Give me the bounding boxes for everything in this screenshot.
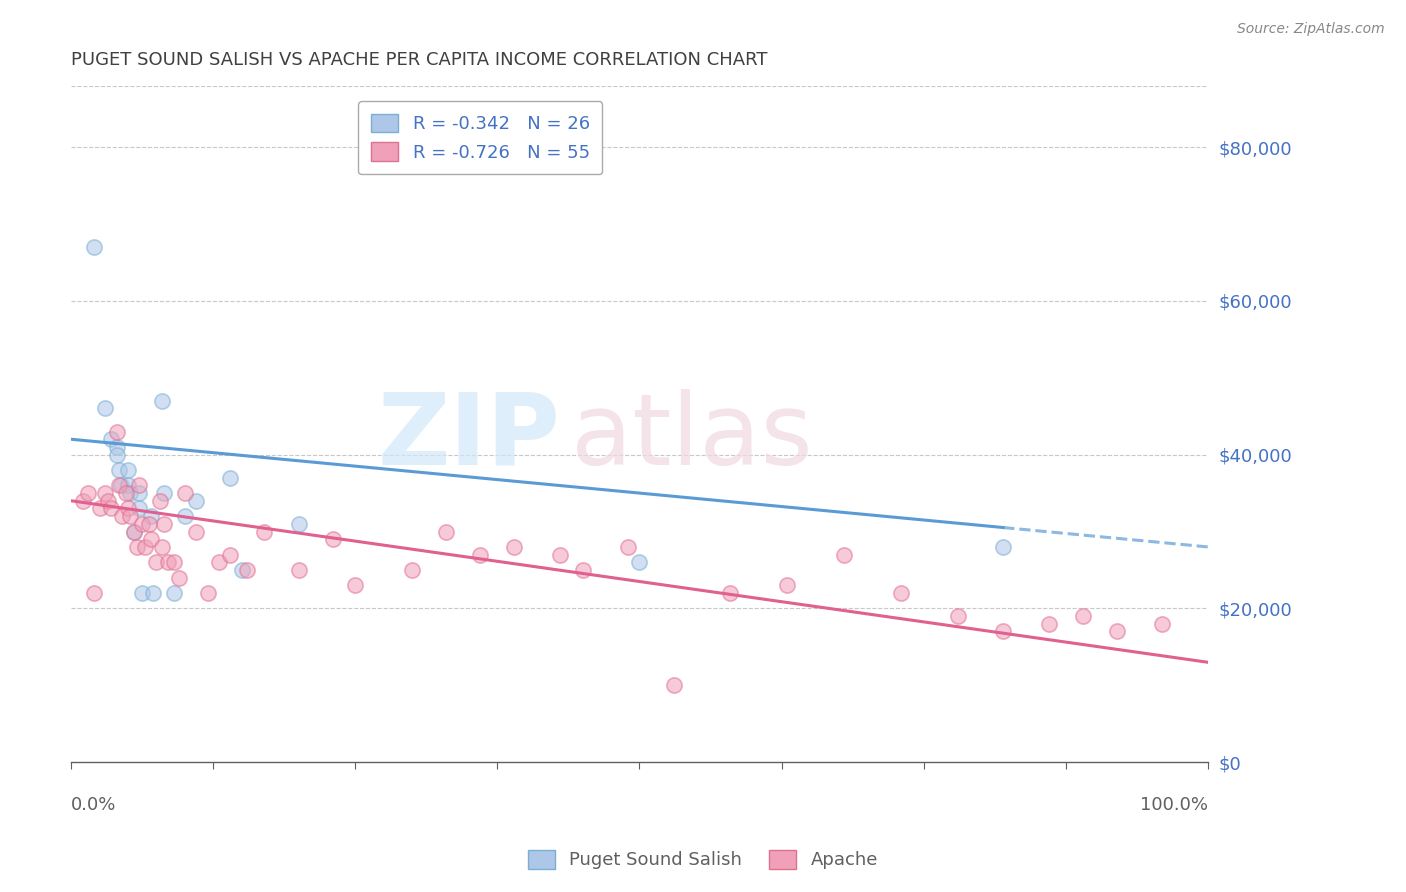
Point bbox=[128, 486, 150, 500]
Point bbox=[173, 486, 195, 500]
Point bbox=[628, 555, 651, 569]
Point bbox=[83, 240, 105, 254]
Point bbox=[162, 586, 184, 600]
Point bbox=[117, 463, 139, 477]
Point bbox=[991, 624, 1014, 639]
Point bbox=[1071, 609, 1094, 624]
Point bbox=[718, 586, 741, 600]
Point bbox=[145, 555, 167, 569]
Point bbox=[219, 471, 242, 485]
Text: ZIP: ZIP bbox=[377, 389, 560, 486]
Point bbox=[167, 571, 190, 585]
Text: 0.0%: 0.0% bbox=[72, 796, 117, 814]
Point bbox=[186, 524, 208, 539]
Text: Source: ZipAtlas.com: Source: ZipAtlas.com bbox=[1237, 22, 1385, 37]
Point bbox=[89, 501, 111, 516]
Point bbox=[97, 493, 120, 508]
Point bbox=[208, 555, 231, 569]
Point bbox=[186, 493, 208, 508]
Point bbox=[946, 609, 969, 624]
Point bbox=[219, 548, 242, 562]
Point bbox=[139, 532, 162, 546]
Point bbox=[94, 401, 117, 416]
Point bbox=[149, 493, 172, 508]
Point bbox=[77, 486, 100, 500]
Point bbox=[401, 563, 423, 577]
Point bbox=[231, 563, 253, 577]
Point bbox=[111, 509, 134, 524]
Point bbox=[120, 509, 142, 524]
Point bbox=[832, 548, 855, 562]
Point bbox=[142, 586, 165, 600]
Point bbox=[156, 555, 179, 569]
Point bbox=[287, 563, 309, 577]
Point bbox=[122, 524, 145, 539]
Point bbox=[1105, 624, 1128, 639]
Point bbox=[173, 509, 195, 524]
Legend: R = -0.342   N = 26, R = -0.726   N = 55: R = -0.342 N = 26, R = -0.726 N = 55 bbox=[359, 102, 602, 174]
Point bbox=[110, 478, 132, 492]
Point bbox=[108, 463, 131, 477]
Point bbox=[128, 501, 150, 516]
Point bbox=[470, 548, 492, 562]
Text: 100.0%: 100.0% bbox=[1140, 796, 1208, 814]
Point bbox=[139, 509, 162, 524]
Point bbox=[127, 540, 149, 554]
Point bbox=[1038, 616, 1060, 631]
Point bbox=[122, 524, 145, 539]
Text: atlas: atlas bbox=[571, 389, 813, 486]
Point bbox=[100, 432, 122, 446]
Point bbox=[108, 478, 131, 492]
Point bbox=[150, 540, 173, 554]
Point bbox=[128, 478, 150, 492]
Point bbox=[617, 540, 640, 554]
Point bbox=[890, 586, 912, 600]
Point bbox=[197, 586, 219, 600]
Point bbox=[131, 586, 153, 600]
Legend: Puget Sound Salish, Apache: Puget Sound Salish, Apache bbox=[519, 841, 887, 879]
Point bbox=[162, 555, 184, 569]
Point bbox=[548, 548, 571, 562]
Point bbox=[134, 540, 156, 554]
Point bbox=[117, 501, 139, 516]
Point bbox=[322, 532, 344, 546]
Point bbox=[571, 563, 593, 577]
Point bbox=[662, 678, 685, 692]
Point bbox=[83, 586, 105, 600]
Point bbox=[120, 486, 142, 500]
Point bbox=[434, 524, 457, 539]
Point bbox=[991, 540, 1014, 554]
Point bbox=[100, 501, 122, 516]
Point bbox=[105, 440, 128, 454]
Text: PUGET SOUND SALISH VS APACHE PER CAPITA INCOME CORRELATION CHART: PUGET SOUND SALISH VS APACHE PER CAPITA … bbox=[72, 51, 768, 69]
Point bbox=[1152, 616, 1174, 631]
Point bbox=[105, 425, 128, 439]
Point bbox=[138, 516, 160, 531]
Point bbox=[776, 578, 799, 592]
Point bbox=[253, 524, 276, 539]
Point bbox=[344, 578, 367, 592]
Point bbox=[287, 516, 309, 531]
Point bbox=[153, 516, 176, 531]
Point bbox=[236, 563, 259, 577]
Point bbox=[105, 448, 128, 462]
Point bbox=[114, 486, 136, 500]
Point bbox=[153, 486, 176, 500]
Point bbox=[72, 493, 94, 508]
Point bbox=[117, 478, 139, 492]
Point bbox=[94, 486, 117, 500]
Point bbox=[150, 393, 173, 408]
Point bbox=[131, 516, 153, 531]
Point bbox=[503, 540, 526, 554]
